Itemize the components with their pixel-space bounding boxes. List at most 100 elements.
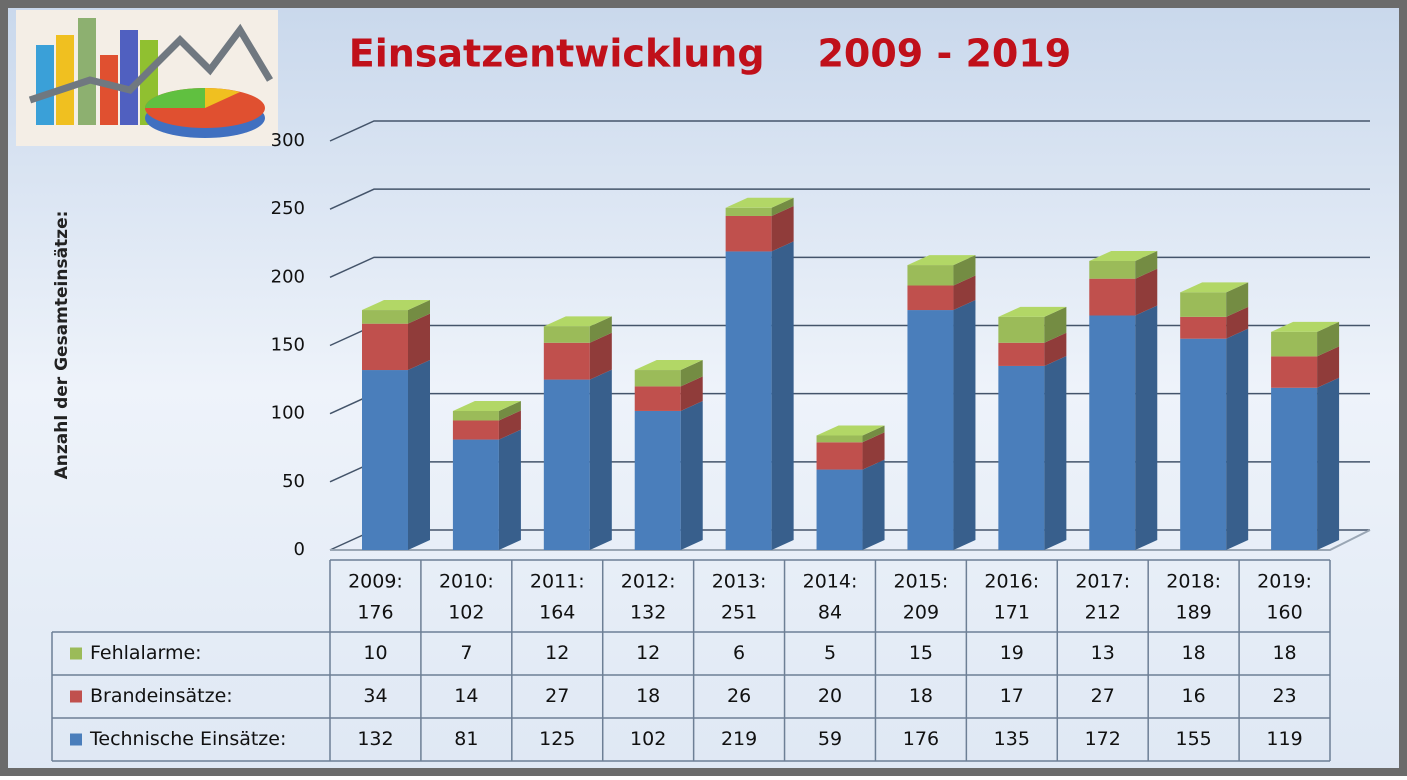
category-label: 2018: [1166, 571, 1221, 593]
bar-side [953, 300, 975, 550]
category-label: 2015: [894, 571, 949, 593]
table-value: 19 [1000, 642, 1024, 664]
bar-segment [726, 216, 772, 251]
bar-segment [544, 343, 590, 380]
legend-swatch [70, 691, 82, 703]
total-label: 102 [448, 602, 484, 624]
total-label: 251 [721, 602, 757, 624]
bar-side [590, 370, 612, 550]
category-label: 2017: [1075, 571, 1130, 593]
bar-segment [998, 366, 1044, 550]
table-value: 18 [1182, 642, 1206, 664]
legend-label: Technische Einsätze: [89, 728, 286, 750]
table-value: 14 [454, 685, 478, 707]
legend-swatch [70, 648, 82, 660]
bar-segment [1271, 332, 1317, 357]
table-value: 27 [1091, 685, 1115, 707]
bar-segment [544, 326, 590, 342]
bar-segment [362, 310, 408, 324]
bar-segment [1089, 279, 1135, 316]
bar-segment [635, 386, 681, 411]
bar-segment [817, 470, 863, 550]
y-tick-label: 100 [271, 403, 305, 424]
table-value: 17 [1000, 685, 1024, 707]
table-value: 15 [909, 642, 933, 664]
table-value: 10 [363, 642, 387, 664]
bar-segment [1271, 388, 1317, 550]
table-value: 7 [460, 642, 472, 664]
total-label: 176 [357, 602, 393, 624]
bar-side [1226, 329, 1248, 550]
bar-side [772, 241, 794, 550]
bar-segment [1271, 356, 1317, 387]
total-label: 84 [818, 602, 842, 624]
table-value: 34 [363, 685, 387, 707]
bar-segment [635, 411, 681, 550]
total-label: 189 [1176, 602, 1212, 624]
logo [16, 10, 278, 146]
y-tick-label: 300 [271, 130, 305, 151]
bar-side [1317, 378, 1339, 550]
bar-segment [453, 411, 499, 421]
bar-side [681, 401, 703, 550]
bar-segment [1180, 317, 1226, 339]
bar-side [408, 360, 430, 550]
table-value: 102 [630, 728, 666, 750]
bar-side [1135, 306, 1157, 550]
bar-segment [726, 251, 772, 550]
bar-segment [1089, 316, 1135, 550]
table-value: 16 [1182, 685, 1206, 707]
bar-segment [544, 380, 590, 550]
table-value: 125 [539, 728, 575, 750]
total-label: 160 [1266, 602, 1302, 624]
table-value: 18 [909, 685, 933, 707]
total-label: 209 [903, 602, 939, 624]
bar-segment [907, 310, 953, 550]
bar-side [499, 430, 521, 550]
category-label: 2012: [621, 571, 676, 593]
bar-segment [907, 265, 953, 285]
bar-side [863, 460, 885, 550]
table-value: 18 [636, 685, 660, 707]
bar-segment [726, 208, 772, 216]
category-label: 2010: [439, 571, 494, 593]
table-value: 135 [994, 728, 1030, 750]
table-value: 12 [545, 642, 569, 664]
table-value: 132 [357, 728, 393, 750]
chart: Einsatzentwicklung 2009 - 2019 Anzahl de… [0, 0, 1407, 776]
bar-segment [1089, 261, 1135, 279]
bar-segment [635, 370, 681, 386]
legend-label: Brandeinsätze: [90, 685, 233, 707]
category-label: 2016: [984, 571, 1039, 593]
y-axis-label: Anzahl der Gesamteinsätze: [52, 211, 72, 480]
table-value: 119 [1266, 728, 1302, 750]
bar-segment [817, 442, 863, 469]
table-value: 219 [721, 728, 757, 750]
table-value: 26 [727, 685, 751, 707]
table-value: 5 [824, 642, 836, 664]
bar-segment [453, 420, 499, 439]
bar-segment [362, 324, 408, 370]
bar-segment [453, 440, 499, 550]
y-tick-label: 50 [282, 471, 305, 492]
y-tick-label: 150 [271, 335, 305, 356]
category-label: 2019: [1257, 571, 1312, 593]
table-value: 81 [454, 728, 478, 750]
category-label: 2011: [530, 571, 585, 593]
table-value: 172 [1085, 728, 1121, 750]
table-value: 13 [1091, 642, 1115, 664]
total-label: 171 [994, 602, 1030, 624]
table-value: 23 [1272, 685, 1296, 707]
bar-segment [998, 343, 1044, 366]
legend-label: Fehlalarme: [90, 642, 202, 664]
table-value: 176 [903, 728, 939, 750]
category-label: 2014: [803, 571, 858, 593]
bar-segment [998, 317, 1044, 343]
bar-segment [1180, 292, 1226, 317]
bar-segment [362, 370, 408, 550]
table-value: 59 [818, 728, 842, 750]
y-tick-label: 0 [294, 539, 305, 560]
table-value: 6 [733, 642, 745, 664]
chart-title: Einsatzentwicklung 2009 - 2019 [349, 32, 1072, 76]
bar-segment [907, 286, 953, 311]
